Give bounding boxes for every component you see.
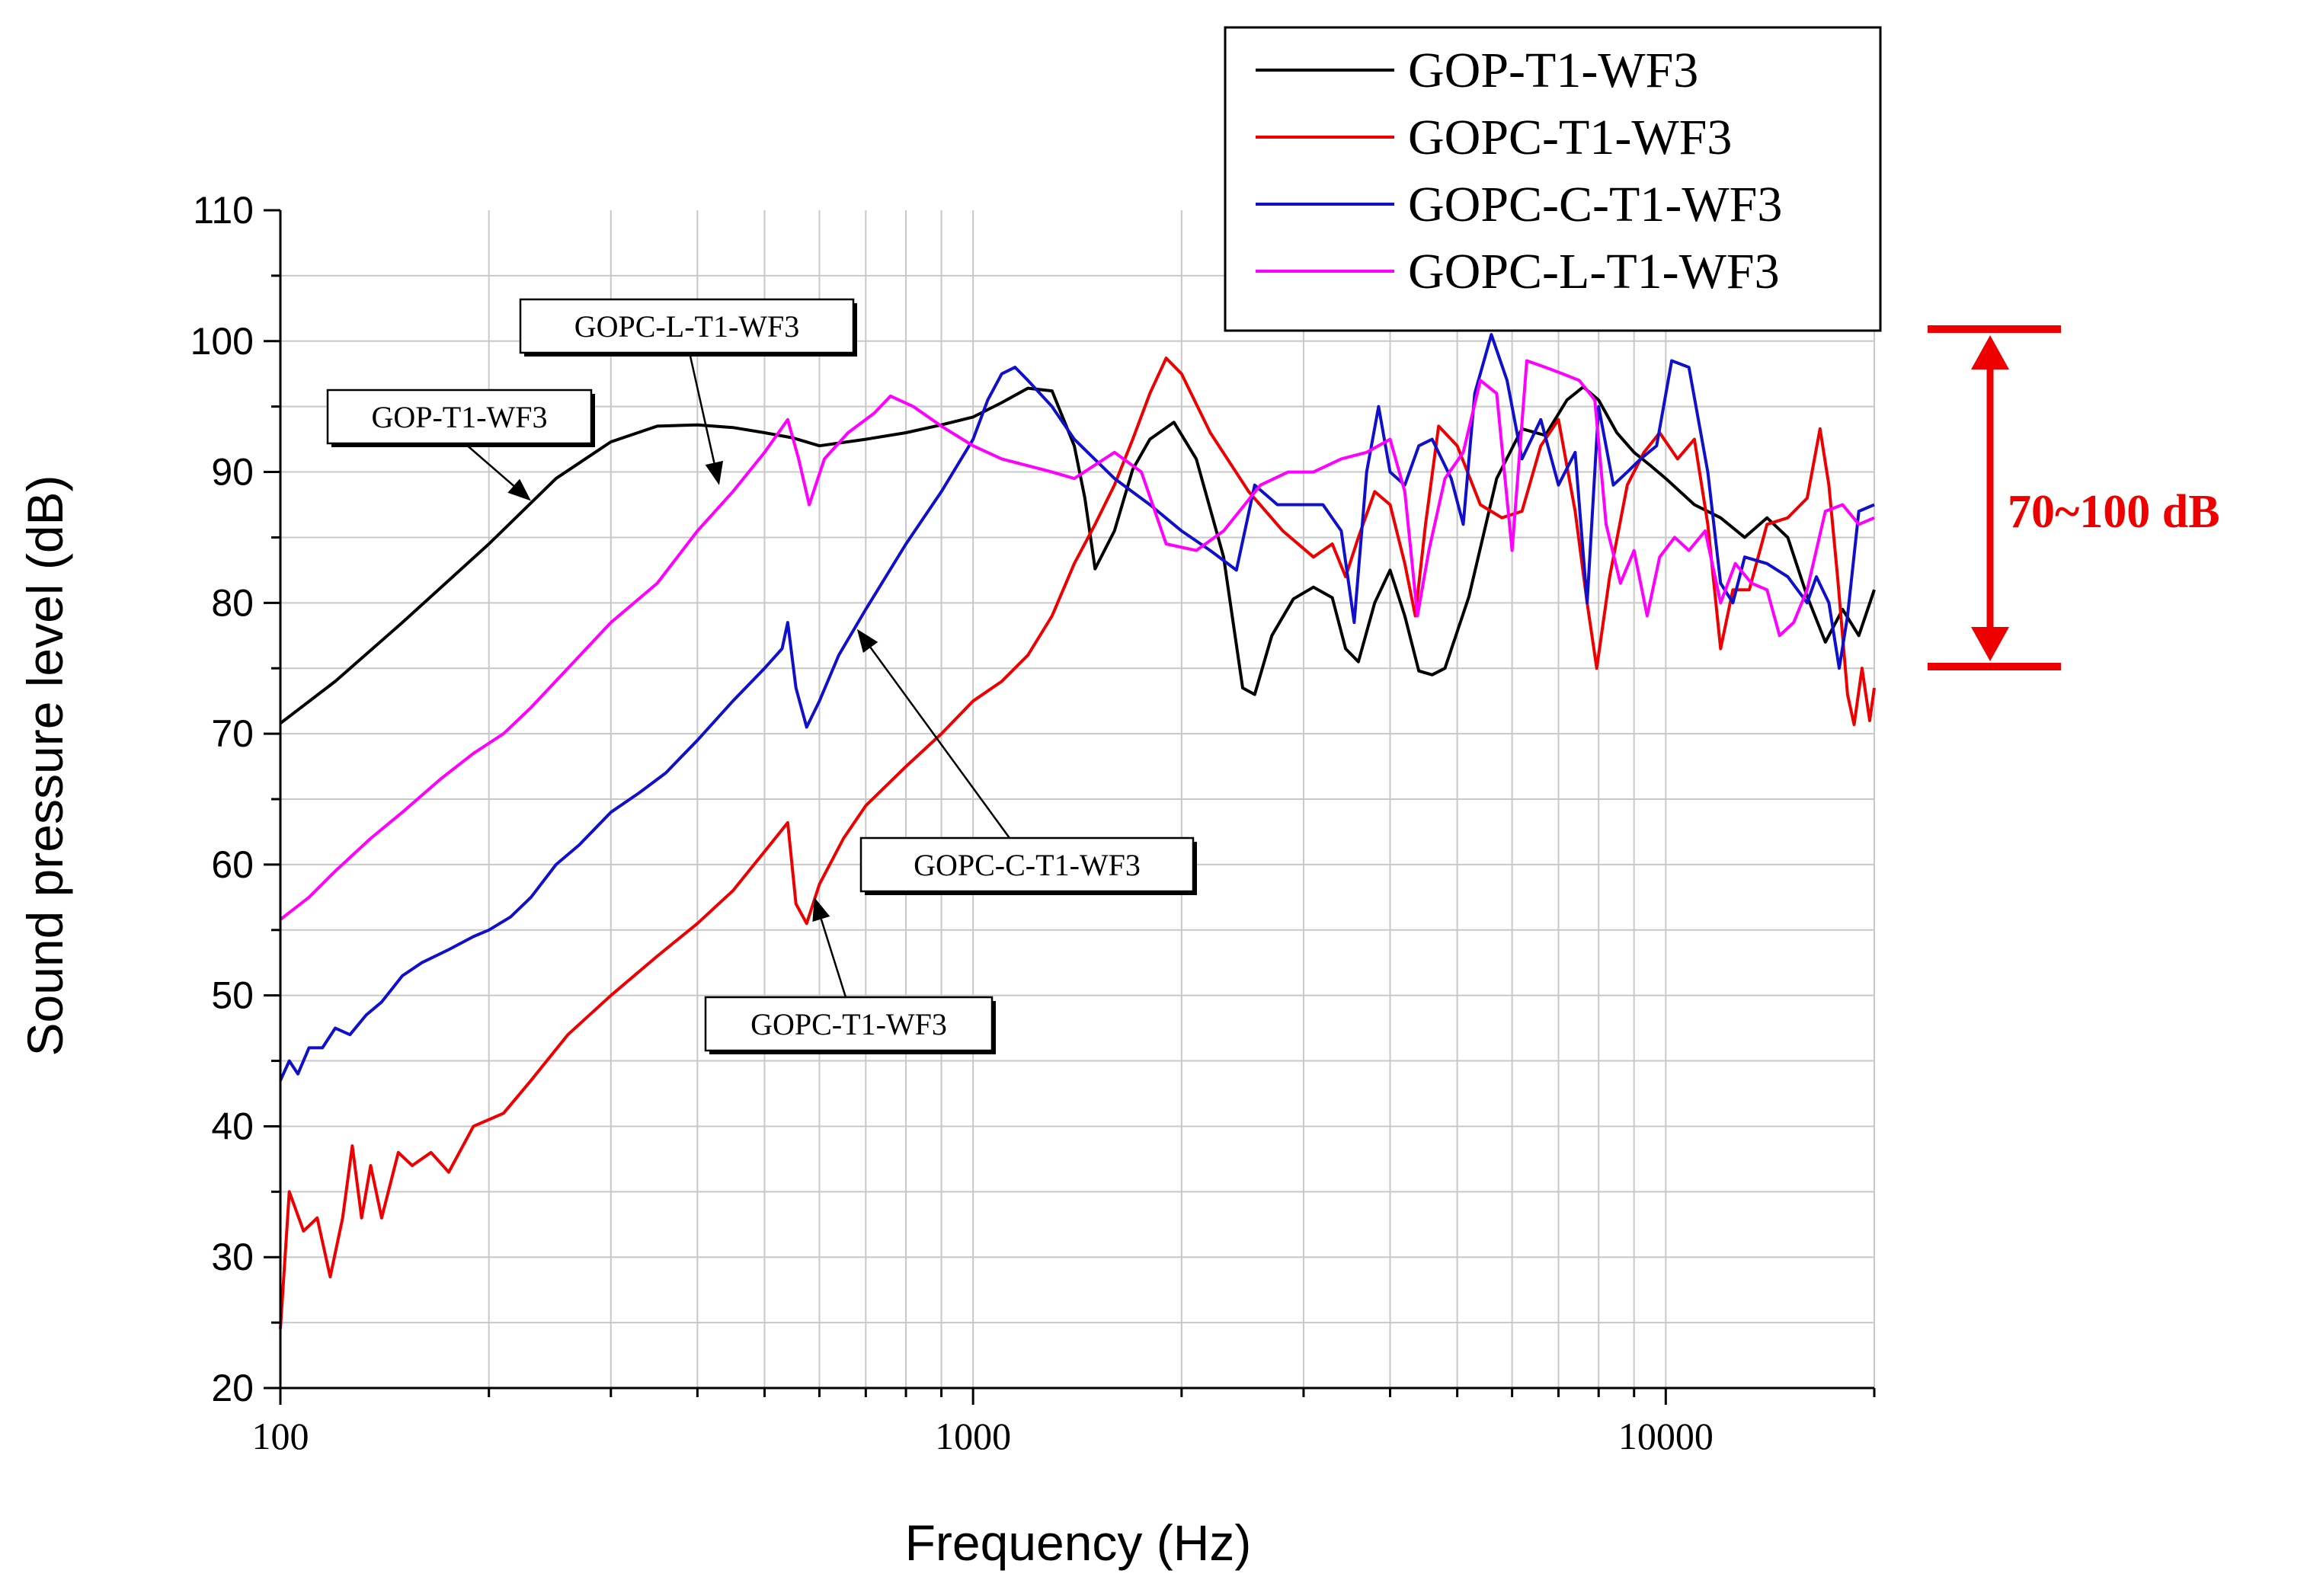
x-tick-label: 1000: [935, 1415, 1011, 1457]
annotation-box: [704, 996, 994, 1052]
x-tick-label: 10000: [1618, 1415, 1714, 1457]
legend-items: GOP-T1-WF3 GOPC-T1-WF3 GOPC-C-T1-WF3 GOPC-L…: [1256, 43, 1782, 299]
tick-labels: 20 30 40 50 60 70 80 90 100 110 100 1000 10000: [190, 189, 1714, 1457]
legend-label: GOP-T1-WF3: [1408, 43, 1698, 98]
y-tick-label: 90: [211, 451, 254, 494]
annotation-arrow: [869, 647, 1011, 839]
annotation-label: GOPC-L-T1-WF3: [574, 309, 800, 344]
series-line-4: [279, 359, 1875, 921]
annotation-arrowhead: [856, 628, 878, 653]
grid-lines: [280, 210, 1875, 1388]
axes: [264, 209, 1876, 1405]
range-label: 70~100 dB: [2008, 486, 2220, 538]
y-tick-label: 80: [211, 581, 254, 624]
annotation-label: GOP-T1-WF3: [371, 400, 547, 434]
range-arrow-down: [1971, 627, 2009, 661]
y-tick-label: 110: [193, 189, 254, 232]
series-layer: [279, 333, 1876, 1329]
legend-box: [1224, 26, 1882, 332]
annotation-box: [326, 389, 593, 445]
y-tick-label: 20: [211, 1367, 254, 1409]
y-tick-label: 40: [211, 1105, 254, 1147]
annotation-label: GOPC-C-T1-WF3: [914, 848, 1141, 882]
x-axis-title: Frequency (Hz): [905, 1514, 1252, 1571]
annotations: GOP-T1-WF3 GOPC-L-T1-WF3 GOPC-C-T1-WF3 GOPC…: [326, 298, 1197, 1054]
range-annotation: 70~100 dB: [1928, 325, 2220, 670]
legend-label: GOPC-L-T1-WF3: [1408, 244, 1780, 299]
range-arrow-up: [1971, 335, 2009, 369]
legend-label: GOPC-T1-WF3: [1408, 110, 1732, 165]
series-line-3: [279, 333, 1875, 1082]
annotation-box: [519, 298, 855, 354]
legend: GOP-T1-WF3 GOPC-T1-WF3 GOPC-C-T1-WF3 GOPC-L…: [1224, 26, 1882, 332]
y-tick-label: 60: [211, 843, 254, 886]
series-line-2: [279, 357, 1876, 1329]
annotation-arrowhead: [705, 460, 724, 485]
x-tick-label: 100: [252, 1415, 309, 1457]
y-axis-title: Sound pressure level (dB): [17, 475, 73, 1056]
y-tick-label: 30: [211, 1236, 254, 1278]
series-line-1: [279, 385, 1876, 724]
annotation-arrow: [688, 352, 715, 463]
y-tick-label: 50: [211, 974, 254, 1017]
legend-label: GOPC-C-T1-WF3: [1408, 177, 1782, 232]
annotation-arrow: [464, 443, 515, 487]
y-tick-label: 100: [190, 320, 254, 363]
annotation-arrowhead: [507, 478, 531, 501]
annotation-arrow: [820, 919, 847, 998]
annotation-arrowhead: [812, 897, 830, 923]
annotation-box: [859, 836, 1195, 893]
annotation-label: GOPC-T1-WF3: [750, 1007, 947, 1041]
y-tick-label: 70: [211, 712, 254, 755]
